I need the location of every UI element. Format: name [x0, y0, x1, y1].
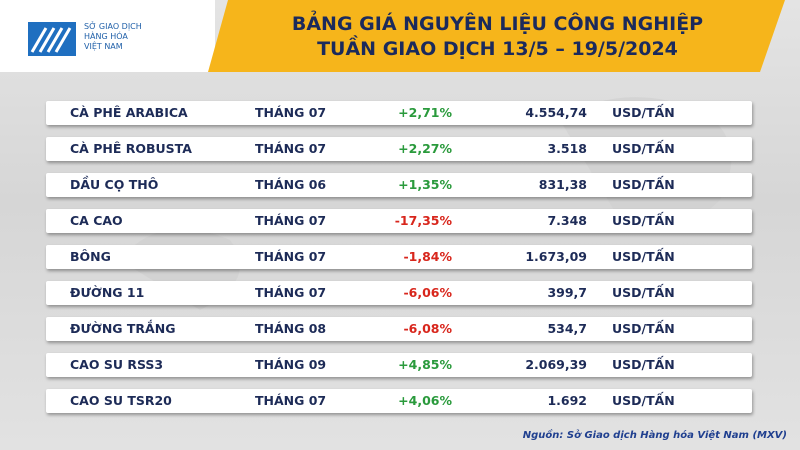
change: -6,08% [403, 321, 452, 336]
price: 831,38 [538, 177, 587, 192]
price: 399,7 [547, 285, 587, 300]
table-row: ĐƯỜNG TRẮNG THÁNG 08 -6,08% 534,7 USD/TẤN [46, 317, 752, 341]
table-row: CA CAO THÁNG 07 -17,35% 7.348 USD/TẤN [46, 209, 752, 233]
change: +1,35% [398, 177, 452, 192]
unit: USD/TẤN [612, 141, 675, 156]
logo-line: HÀNG HÓA [84, 32, 128, 41]
table-row: CAO SU TSR20 THÁNG 07 +4,06% 1.692 USD/TẤN [46, 389, 752, 413]
product: CÀ PHÊ ARABICA [70, 105, 188, 120]
unit: USD/TẤN [612, 213, 675, 228]
table-row: DẦU CỌ THÔ THÁNG 06 +1,35% 831,38 USD/TẤN [46, 173, 752, 197]
table-row: BÔNG THÁNG 07 -1,84% 1.673,09 USD/TẤN [46, 245, 752, 269]
unit: USD/TẤN [612, 321, 675, 336]
price: 1.692 [547, 393, 587, 408]
logo-line: VIỆT NAM [84, 42, 123, 51]
contract-month: THÁNG 07 [255, 249, 327, 264]
product: CAO SU RSS3 [70, 357, 164, 372]
title-line: TUẦN GIAO DỊCH 13/5 – 19/5/2024 [317, 38, 678, 60]
unit: USD/TẤN [612, 177, 675, 192]
unit: USD/TẤN [612, 393, 675, 408]
change: +4,85% [398, 357, 452, 372]
price: 2.069,39 [525, 357, 587, 372]
change: -6,06% [403, 285, 452, 300]
logo-text: SỞ GIAO DỊCH HÀNG HÓA VIỆT NAM [84, 22, 142, 52]
logo-line: SỞ GIAO DỊCH [84, 22, 142, 31]
contract-month: THÁNG 07 [255, 141, 327, 156]
product: CÀ PHÊ ROBUSTA [70, 141, 192, 156]
price: 4.554,74 [525, 105, 587, 120]
title: BẢNG GIÁ NGUYÊN LIỆU CÔNG NGHIỆP TUẦN GI… [210, 12, 785, 62]
change: +2,71% [398, 105, 452, 120]
unit: USD/TẤN [612, 285, 675, 300]
change: +4,06% [398, 393, 452, 408]
price: 1.673,09 [525, 249, 587, 264]
price: 3.518 [547, 141, 587, 156]
product: DẦU CỌ THÔ [70, 177, 159, 192]
change: +2,27% [398, 141, 452, 156]
price: 7.348 [547, 213, 587, 228]
table-row: ĐƯỜNG 11 THÁNG 07 -6,06% 399,7 USD/TẤN [46, 281, 752, 305]
contract-month: THÁNG 07 [255, 285, 327, 300]
contract-month: THÁNG 06 [255, 177, 327, 192]
table-row: CÀ PHÊ ARABICA THÁNG 07 +2,71% 4.554,74 USD/… [46, 101, 752, 125]
product: BÔNG [70, 249, 111, 264]
source: Nguồn: Sở Giao dịch Hàng hóa Việt Nam (M… [522, 430, 787, 441]
price: 534,7 [547, 321, 587, 336]
change: -1,84% [403, 249, 452, 264]
product: ĐƯỜNG 11 [70, 285, 145, 300]
title-line: BẢNG GIÁ NGUYÊN LIỆU CÔNG NGHIỆP [291, 13, 704, 35]
unit: USD/TẤN [612, 357, 675, 372]
unit: USD/TẤN [612, 105, 675, 120]
change: -17,35% [394, 213, 452, 228]
unit: USD/TẤN [612, 249, 675, 264]
contract-month: THÁNG 07 [255, 393, 327, 408]
product: CA CAO [70, 213, 123, 228]
product: ĐƯỜNG TRẮNG [70, 321, 176, 336]
product: CAO SU TSR20 [70, 393, 172, 408]
table-row: CAO SU RSS3 THÁNG 09 +4,85% 2.069,39 USD/TẤN [46, 353, 752, 377]
contract-month: THÁNG 07 [255, 213, 327, 228]
contract-month: THÁNG 09 [255, 357, 327, 372]
contract-month: THÁNG 07 [255, 105, 327, 120]
table-row: CÀ PHÊ ROBUSTA THÁNG 07 +2,27% 3.518 USD/TẤN [46, 137, 752, 161]
contract-month: THÁNG 08 [255, 321, 327, 336]
